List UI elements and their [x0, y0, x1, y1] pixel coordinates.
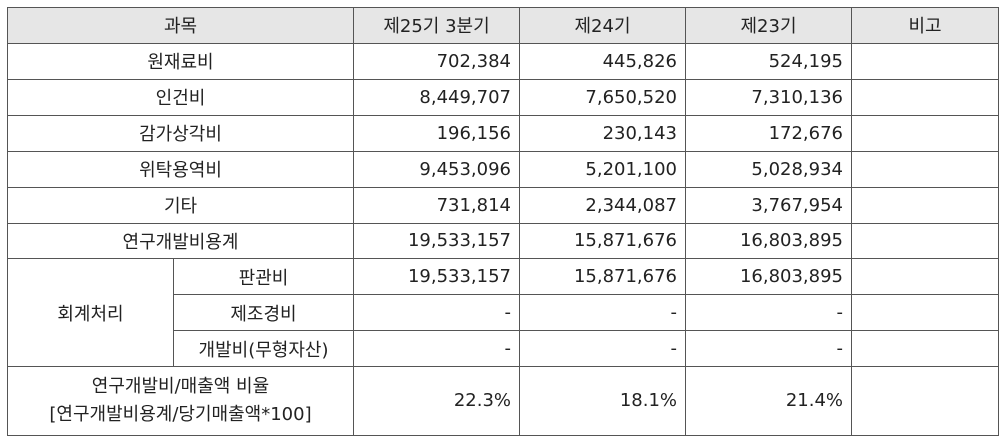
header-period-23: 제23기 — [685, 7, 852, 44]
ratio-row: 연구개발비/매출액 비율 [연구개발비용계/당기매출액*100] 22.3% 1… — [7, 366, 999, 436]
row-label: 위탁용역비 — [7, 150, 354, 188]
header-note: 비고 — [851, 7, 999, 44]
accounting-group-label: 회계처리 — [7, 258, 174, 368]
value-p25: 731,814 — [353, 186, 520, 224]
header-subject: 과목 — [7, 7, 354, 44]
note-cell — [851, 150, 999, 188]
value-p23: - — [685, 330, 852, 368]
ratio-p23: 21.4% — [685, 366, 852, 436]
table-row: 원재료비 702,384 445,826 524,195 — [7, 42, 999, 80]
table-row: 연구개발비용계 19,533,157 15,871,676 16,803,895 — [7, 222, 999, 260]
table-row: 기타 731,814 2,344,087 3,767,954 — [7, 186, 999, 224]
header-period-24: 제24기 — [519, 7, 686, 44]
value-p24: 5,201,100 — [519, 150, 686, 188]
note-cell — [851, 330, 999, 368]
value-p24: 230,143 — [519, 114, 686, 152]
row-label: 기타 — [7, 186, 354, 224]
value-p24: - — [519, 330, 686, 368]
table-row: 감가상각비 196,156 230,143 172,676 — [7, 114, 999, 152]
header-row: 과목 제25기 3분기 제24기 제23기 비고 — [7, 7, 999, 44]
value-p23: 16,803,895 — [685, 258, 852, 296]
row-label: 판관비 — [173, 258, 354, 296]
value-p23: 5,028,934 — [685, 150, 852, 188]
value-p24: 2,344,087 — [519, 186, 686, 224]
note-cell — [851, 186, 999, 224]
row-label: 원재료비 — [7, 42, 354, 80]
ratio-label: 연구개발비/매출액 비율 [연구개발비용계/당기매출액*100] — [7, 366, 354, 436]
value-p25: - — [353, 330, 520, 368]
value-p25: 9,453,096 — [353, 150, 520, 188]
header-period-25: 제25기 3분기 — [353, 7, 520, 44]
row-label: 제조경비 — [173, 294, 354, 332]
ratio-p24: 18.1% — [519, 366, 686, 436]
row-label: 개발비(무형자산) — [173, 330, 354, 368]
note-cell — [851, 78, 999, 116]
value-p23: 172,676 — [685, 114, 852, 152]
note-cell — [851, 114, 999, 152]
value-p24: 15,871,676 — [519, 222, 686, 260]
rd-expense-table: 과목 제25기 3분기 제24기 제23기 비고 원재료비 702,384 44… — [7, 7, 999, 436]
value-p24: 15,871,676 — [519, 258, 686, 296]
value-p23: 3,767,954 — [685, 186, 852, 224]
value-p23: - — [685, 294, 852, 332]
row-label: 인건비 — [7, 78, 354, 116]
note-cell — [851, 42, 999, 80]
value-p23: 16,803,895 — [685, 222, 852, 260]
value-p25: 702,384 — [353, 42, 520, 80]
table-row: 인건비 8,449,707 7,650,520 7,310,136 — [7, 78, 999, 116]
value-p23: 7,310,136 — [685, 78, 852, 116]
value-p24: - — [519, 294, 686, 332]
ratio-label-line2: [연구개발비용계/당기매출액*100] — [49, 404, 312, 426]
value-p25: 19,533,157 — [353, 258, 520, 296]
value-p23: 524,195 — [685, 42, 852, 80]
note-cell — [851, 366, 999, 436]
table-row: 제조경비 - - - — [8, 294, 999, 332]
table-row: 회계처리 판관비 19,533,157 15,871,676 16,803,89… — [7, 258, 999, 368]
note-cell — [851, 258, 999, 296]
value-p25: - — [353, 294, 520, 332]
table-row: 개발비(무형자산) - - - — [8, 330, 999, 368]
value-p25: 196,156 — [353, 114, 520, 152]
value-p24: 445,826 — [519, 42, 686, 80]
row-label: 감가상각비 — [7, 114, 354, 152]
row-label: 연구개발비용계 — [7, 222, 354, 260]
ratio-p25: 22.3% — [353, 366, 520, 436]
table-row: 위탁용역비 9,453,096 5,201,100 5,028,934 — [7, 150, 999, 188]
note-cell — [851, 294, 999, 332]
value-p25: 8,449,707 — [353, 78, 520, 116]
value-p24: 7,650,520 — [519, 78, 686, 116]
ratio-label-line1: 연구개발비/매출액 비율 — [91, 376, 270, 398]
value-p25: 19,533,157 — [353, 222, 520, 260]
note-cell — [851, 222, 999, 260]
